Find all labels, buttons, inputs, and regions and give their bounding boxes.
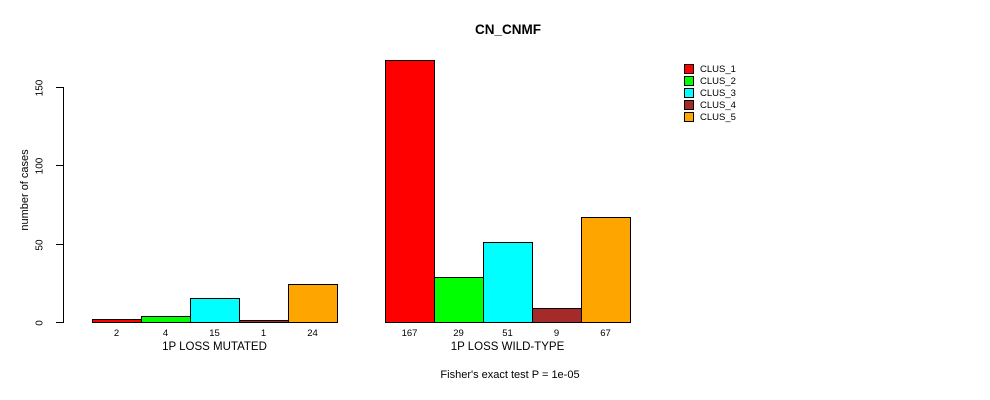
y-axis-line: [63, 87, 64, 323]
chart-title: CN_CNMF: [475, 22, 541, 37]
bar-clus_2-group1: [141, 316, 191, 323]
legend-row-clus_1: CLUS_1: [684, 63, 736, 75]
bar-clus_1-group2: [385, 60, 435, 323]
bar-value-label: 9: [553, 328, 560, 339]
bar-clus_1-group1: [92, 319, 142, 323]
bar-value-label: 2: [113, 328, 120, 339]
bar-clus_2-group2: [434, 277, 484, 323]
bar-value-label: 15: [209, 328, 220, 339]
legend-label: CLUS_1: [700, 63, 736, 75]
group-label: 1P LOSS MUTATED: [162, 341, 267, 353]
legend-label: CLUS_2: [700, 75, 736, 87]
bar-value-label: 1: [260, 328, 267, 339]
y-tick-label: 150: [34, 79, 46, 96]
legend-swatch-icon: [684, 88, 694, 98]
bar-value-label: 29: [453, 328, 464, 339]
bar-clus_4-group2: [532, 308, 582, 323]
y-tick-label: 0: [34, 319, 46, 326]
bar-clus_5-group2: [581, 217, 631, 323]
legend-swatch-icon: [684, 100, 694, 110]
bar-clus_3-group2: [483, 242, 533, 323]
legend-swatch-icon: [684, 76, 694, 86]
legend-row-clus_5: CLUS_5: [684, 111, 736, 123]
y-tick-mark: [56, 165, 63, 166]
legend-swatch-icon: [684, 64, 694, 74]
bar-clus_5-group1: [288, 284, 338, 323]
legend-label: CLUS_3: [700, 87, 736, 99]
group-label: 1P LOSS WILD-TYPE: [450, 341, 565, 353]
legend-label: CLUS_4: [700, 99, 736, 111]
bar-value-label: 167: [401, 328, 418, 339]
legend-swatch-icon: [684, 112, 694, 122]
bar-value-label: 51: [502, 328, 513, 339]
bar-value-label: 67: [600, 328, 611, 339]
bar-clus_3-group1: [190, 298, 240, 323]
legend-row-clus_3: CLUS_3: [684, 87, 736, 99]
legend: CLUS_1 CLUS_2 CLUS_3 CLUS_4 CLUS_5: [684, 63, 736, 123]
bar-value-label: 4: [162, 328, 169, 339]
fisher-test-annotation: Fisher's exact test P = 1e-05: [440, 369, 580, 381]
bar-clus_4-group1: [239, 320, 289, 323]
y-tick-label: 100: [34, 157, 46, 174]
y-axis-title: number of cases: [19, 149, 31, 231]
legend-label: CLUS_5: [700, 111, 736, 123]
bar-value-label: 24: [307, 328, 318, 339]
y-tick-mark: [56, 322, 63, 323]
y-tick-mark: [56, 244, 63, 245]
legend-row-clus_4: CLUS_4: [684, 99, 736, 111]
legend-row-clus_2: CLUS_2: [684, 75, 736, 87]
y-tick-mark: [56, 87, 63, 88]
y-tick-label: 50: [34, 238, 46, 251]
